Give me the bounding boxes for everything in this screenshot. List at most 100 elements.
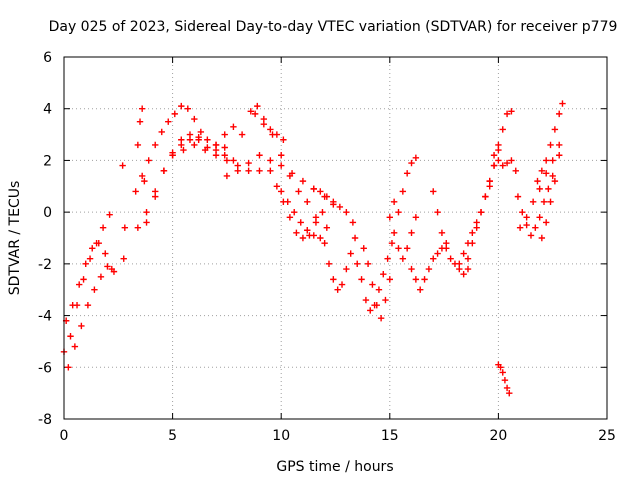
data-point [547, 198, 554, 205]
data-point [299, 177, 307, 185]
x-axis-label: GPS time / hours [276, 459, 393, 475]
data-point [278, 188, 285, 195]
data-point [556, 110, 563, 118]
data-point [547, 141, 554, 149]
data-point [330, 198, 337, 205]
x-tick-label: 10 [272, 428, 290, 444]
data-point [184, 105, 192, 112]
data-point [256, 167, 263, 174]
data-point [503, 384, 511, 392]
data-point [223, 157, 231, 164]
data-point [388, 239, 396, 247]
data-point [165, 118, 172, 125]
data-point [499, 126, 506, 133]
data-point [529, 198, 537, 205]
data-point [434, 208, 441, 216]
y-tick-label: 4 [43, 102, 52, 118]
data-point [386, 214, 393, 221]
data-point [421, 276, 428, 283]
data-point [171, 110, 178, 118]
data-point [321, 239, 328, 247]
chart-title: Day 025 of 2023, Sidereal Day-to-day VTE… [49, 19, 618, 35]
data-point [412, 154, 420, 162]
data-point [136, 118, 144, 125]
data-point [304, 227, 311, 234]
data-point [508, 108, 515, 115]
data-point [514, 193, 522, 200]
data-point [293, 229, 300, 237]
data-point [540, 198, 548, 205]
data-point [503, 110, 511, 118]
data-point [286, 172, 294, 180]
data-point [95, 239, 102, 247]
data-point [412, 214, 420, 221]
data-point [473, 224, 480, 231]
data-point [280, 136, 287, 143]
data-point [430, 255, 437, 262]
data-point [538, 234, 546, 242]
data-point [527, 232, 535, 239]
data-point [178, 136, 185, 143]
data-point [358, 276, 365, 283]
data-point [469, 239, 476, 247]
data-point [382, 296, 389, 304]
data-point [519, 208, 526, 216]
data-point [245, 159, 252, 167]
data-point [295, 188, 302, 195]
data-point [499, 162, 506, 169]
data-point [221, 152, 228, 159]
data-point [551, 177, 559, 185]
data-point [120, 255, 127, 262]
data-point [495, 157, 502, 164]
data-point [78, 322, 85, 330]
data-point [399, 188, 407, 195]
data-point [369, 281, 376, 288]
data-point [86, 255, 94, 262]
data-point [299, 234, 307, 242]
data-point [134, 224, 142, 231]
data-point [395, 245, 402, 252]
data-point [534, 177, 541, 185]
data-point [284, 198, 291, 205]
data-point [97, 273, 105, 280]
y-tick-label: -8 [38, 412, 52, 428]
grid-lines [64, 57, 607, 419]
data-point [497, 364, 504, 371]
data-point [343, 265, 350, 273]
data-point [323, 193, 331, 200]
data-point [425, 265, 433, 273]
data-point [464, 255, 472, 262]
data-point [516, 224, 524, 231]
data-point [508, 157, 515, 164]
data-point [362, 296, 370, 304]
data-point [506, 389, 513, 397]
data-point [221, 144, 228, 151]
data-point [152, 141, 159, 149]
data-point [536, 214, 543, 221]
data-point [91, 286, 98, 293]
data-point [486, 183, 493, 190]
data-point [267, 157, 274, 164]
data-point [384, 255, 391, 262]
data-point [417, 286, 424, 293]
data-point [549, 172, 556, 180]
data-point [204, 136, 211, 143]
y-axis-label: SDTVAR / TECUs [7, 181, 23, 296]
data-point [373, 302, 380, 309]
y-tick-label: -2 [38, 257, 52, 273]
data-point [273, 183, 281, 190]
data-point [138, 105, 146, 112]
data-point [523, 214, 530, 221]
data-point [84, 302, 92, 309]
data-point [76, 281, 83, 288]
data-point [110, 268, 118, 275]
data-point [434, 250, 441, 257]
data-point [403, 245, 411, 252]
data-point [254, 102, 261, 110]
data-point [221, 131, 228, 138]
data-point [191, 141, 198, 149]
data-point [549, 157, 556, 164]
data-point [310, 185, 317, 193]
data-point [278, 152, 285, 159]
data-point [312, 219, 320, 226]
